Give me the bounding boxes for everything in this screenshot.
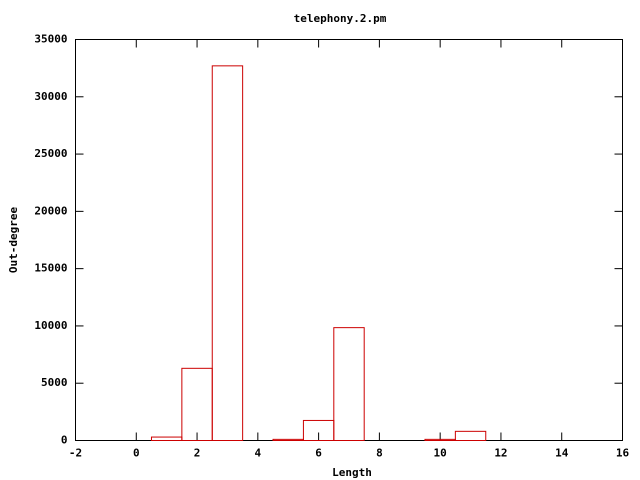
y-tick-label: 5000 [41, 376, 68, 389]
x-tick-label: 2 [194, 447, 201, 460]
x-tick-label: 14 [555, 447, 569, 460]
chart-title: telephony.2.pm [294, 12, 387, 25]
x-tick-label: 8 [376, 447, 383, 460]
y-axis-label: Out-degree [7, 207, 20, 274]
x-tick-label: 0 [133, 447, 140, 460]
x-tick-label: -2 [69, 447, 82, 460]
bar [211, 65, 244, 441]
x-tick-label: 4 [255, 447, 262, 460]
bar [454, 430, 487, 442]
y-tick-label: 30000 [34, 90, 67, 103]
x-tick-label: 6 [315, 447, 322, 460]
x-tick-label: 16 [616, 447, 630, 460]
y-tick-label: 25000 [34, 147, 67, 160]
bar [333, 327, 365, 442]
y-tick-label: 15000 [34, 262, 67, 275]
y-tick-label: 35000 [34, 33, 67, 46]
x-tick-label: 10 [434, 447, 447, 460]
y-tick-label: 10000 [34, 319, 67, 332]
x-axis-label: Length [332, 466, 372, 479]
y-tick-label: 20000 [34, 204, 67, 217]
x-tick-label: 12 [494, 447, 507, 460]
y-tick-label: 0 [61, 434, 68, 447]
